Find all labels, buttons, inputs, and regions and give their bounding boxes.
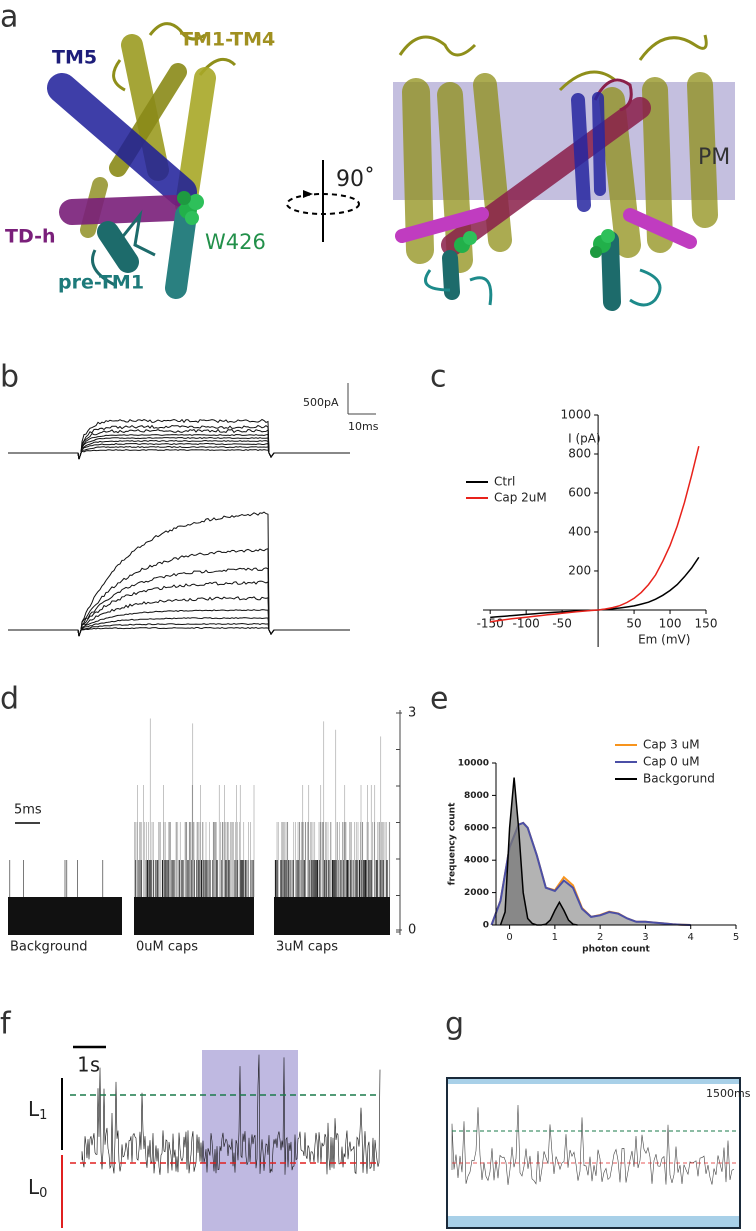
label: TM5 xyxy=(52,47,97,69)
x-tick-label: 5 xyxy=(733,932,739,943)
y-tick-label: 200 xyxy=(568,563,591,577)
legend-label: Cap 3 uM xyxy=(643,738,700,752)
y-tick-label: 4000 xyxy=(464,856,489,866)
panel-label: e xyxy=(430,682,448,717)
x-tick-label: 3 xyxy=(642,932,648,943)
panel-label: a xyxy=(0,0,18,35)
series-line xyxy=(490,446,700,623)
current-trace xyxy=(8,548,350,637)
series-area xyxy=(500,777,578,925)
current-trace xyxy=(8,609,350,637)
current-trace xyxy=(8,418,350,460)
x-axis-label: photon count xyxy=(582,945,650,955)
x-tick-label: 100 xyxy=(659,616,682,630)
current-trace xyxy=(8,424,350,460)
legend-label: Ctrl xyxy=(494,475,515,489)
condition-label: Background xyxy=(10,940,88,955)
condition-label: 0uM caps xyxy=(136,940,198,955)
scale-label: 10ms xyxy=(348,420,379,433)
scale-label: 1s xyxy=(77,1053,101,1077)
panel-label: b xyxy=(0,360,19,395)
structure-right xyxy=(393,34,735,311)
x-tick-label: -100 xyxy=(513,616,540,630)
y-tick-label: 6000 xyxy=(464,823,489,833)
label: 90˚ xyxy=(336,167,375,192)
y-tick-label: 3 xyxy=(408,706,416,721)
panel-label: g xyxy=(445,1007,464,1042)
y-tick-label: 600 xyxy=(568,485,591,499)
current-trace xyxy=(8,596,350,637)
current-trace xyxy=(8,622,350,637)
x-axis-label: Em (mV) xyxy=(638,632,690,646)
band xyxy=(448,1079,739,1084)
scale-label: 5ms xyxy=(14,803,42,818)
y-axis-label: frequency count xyxy=(448,802,458,885)
raster-base xyxy=(8,897,122,935)
structure-left xyxy=(47,22,237,299)
label: TD-h xyxy=(5,226,56,248)
y-tick-label: 10000 xyxy=(458,759,489,769)
x-tick-label: 0 xyxy=(506,932,512,943)
y-tick-label: 8000 xyxy=(464,791,489,801)
intensity-trace xyxy=(81,1054,381,1175)
rotation-arrow xyxy=(286,193,360,215)
arrow-head xyxy=(303,190,313,198)
current-trace xyxy=(8,617,350,637)
current-trace xyxy=(8,442,350,460)
current-trace xyxy=(8,428,350,460)
current-trace xyxy=(8,439,350,460)
label: TM1-TM4 xyxy=(180,29,275,51)
scale-label: 500pA xyxy=(303,396,339,409)
current-trace xyxy=(8,449,350,460)
x-tick-label: 1 xyxy=(552,932,558,943)
x-tick-label: -50 xyxy=(552,616,572,630)
current-trace xyxy=(8,511,350,637)
panel-label: f xyxy=(0,1007,12,1042)
condition-label: 3uM caps xyxy=(276,940,338,955)
duration-label: 1500ms xyxy=(706,1087,751,1100)
x-tick-label: 150 xyxy=(695,616,718,630)
current-trace xyxy=(8,567,350,637)
y-tick-label: 0 xyxy=(483,921,489,931)
current-trace xyxy=(8,626,350,637)
current-trace xyxy=(8,580,350,637)
intensity-trace xyxy=(451,1104,735,1185)
series-area xyxy=(491,822,691,925)
y-tick-label: 1000 xyxy=(561,408,592,422)
raster-base xyxy=(274,897,390,935)
current-trace xyxy=(8,433,350,460)
legend-label: Backgorund xyxy=(643,772,715,786)
y-tick-label: 2000 xyxy=(464,888,489,898)
y-tick-label: 400 xyxy=(568,524,591,538)
y-tick-label: 0 xyxy=(408,923,416,938)
label: W426 xyxy=(205,230,266,254)
series-line xyxy=(490,556,700,619)
level-label: L0 xyxy=(28,1175,47,1201)
legend-label: Cap 2uM xyxy=(494,491,547,505)
legend-label: Cap 0 uM xyxy=(643,755,700,769)
current-trace xyxy=(8,445,350,460)
x-tick-label: 4 xyxy=(688,932,694,943)
x-tick-label: 2 xyxy=(597,932,603,943)
trace-box xyxy=(446,1077,741,1229)
current-trace xyxy=(8,436,350,460)
x-tick-label: -150 xyxy=(477,616,504,630)
y-tick-label: 800 xyxy=(568,446,591,460)
panel-label: c xyxy=(430,360,447,395)
band xyxy=(448,1216,739,1227)
level-label: L1 xyxy=(28,1097,47,1123)
panel-label: d xyxy=(0,682,19,717)
series-line xyxy=(490,821,691,926)
x-tick-label: 50 xyxy=(626,616,641,630)
label: pre-TM1 xyxy=(58,272,144,294)
y-axis-label: I (pA) xyxy=(568,432,601,446)
raster-base xyxy=(134,897,254,935)
label: PM xyxy=(698,145,730,170)
